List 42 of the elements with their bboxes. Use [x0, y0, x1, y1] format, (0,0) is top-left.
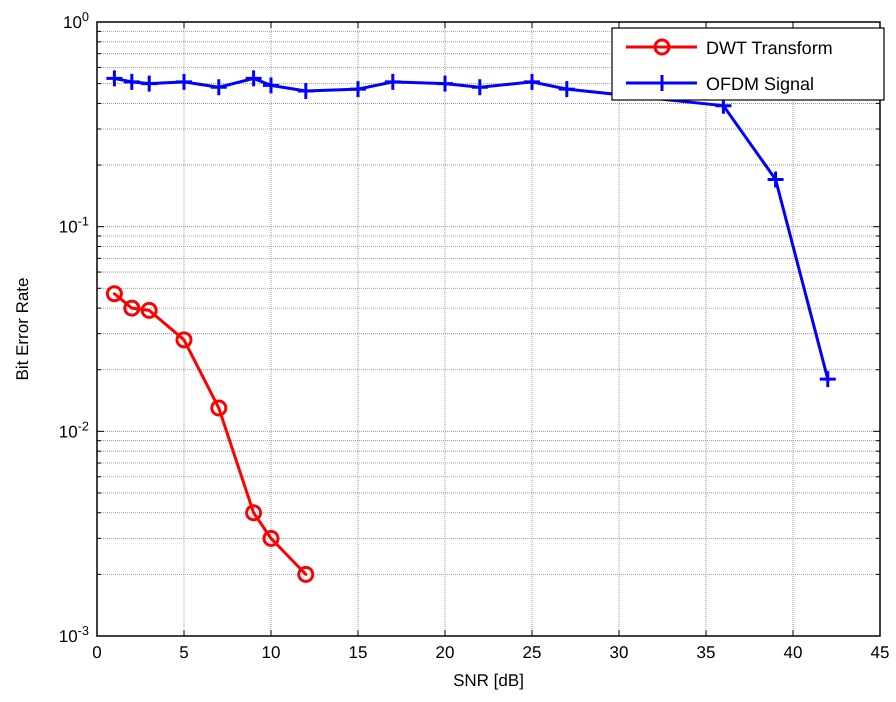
point [436, 74, 454, 94]
point [296, 82, 316, 101]
point [557, 80, 576, 99]
x-tick-label: 5 [179, 643, 189, 662]
x-tick-label: 35 [696, 643, 716, 662]
y-tick-label: 10$^{-2}$ [58, 418, 89, 442]
x-tick-label: 0 [92, 643, 102, 662]
x-tick-label: 15 [348, 643, 368, 662]
point [140, 302, 158, 319]
x-tick-label: 45 [870, 643, 890, 662]
point [122, 72, 142, 92]
x-tick-label: 20 [436, 643, 454, 662]
y-tick-label: 10$^{-3}$ [58, 622, 89, 646]
point [106, 285, 123, 302]
x-tick-label: 25 [522, 643, 542, 662]
point [209, 78, 228, 97]
point [766, 170, 786, 189]
point [348, 80, 368, 99]
x-tick-label: 40 [784, 643, 802, 662]
point [383, 72, 402, 92]
point [176, 331, 192, 348]
point [140, 74, 159, 94]
y-tick-label: 10$^{-1}$ [58, 213, 89, 237]
point [245, 504, 262, 522]
point [262, 76, 280, 95]
point [244, 68, 264, 88]
point [470, 78, 490, 97]
point [174, 72, 194, 92]
point [522, 72, 542, 92]
y-tick-label: 10$^{0}$ [62, 8, 89, 32]
y-axis-title: Bit Error Rate [13, 278, 32, 380]
legend-label: OFDM Signal [706, 74, 814, 94]
x-axis-title: SNR [dB] [453, 671, 524, 690]
legend-label: DWT Transform [706, 38, 833, 58]
point [818, 370, 838, 389]
x-tick-label: 10 [262, 643, 280, 662]
point [123, 300, 140, 317]
point [262, 530, 280, 547]
point [210, 400, 228, 417]
point [104, 68, 124, 88]
point [297, 566, 314, 583]
x-tick-label: 30 [610, 643, 628, 662]
